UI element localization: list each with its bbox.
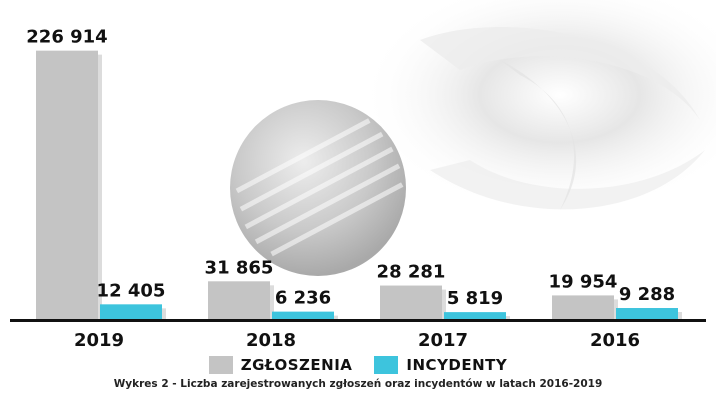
swirl-arc-decoration: [420, 26, 700, 121]
legend: ZGŁOSZENIA INCYDENTY: [0, 354, 716, 376]
binary-stripes-decoration: [235, 118, 404, 257]
x-tick-label-2017: 2017: [418, 330, 468, 351]
swirl-arc-decoration: [430, 150, 705, 210]
data-label-zgloszenia-2017: 28 281: [377, 262, 446, 283]
data-label-zgloszenia-2018: 31 865: [205, 257, 274, 278]
bar-zgloszenia-2019: [36, 50, 98, 319]
bar-zgloszenia-2016: [552, 295, 614, 319]
data-label-incydenty-2017: 5 819: [447, 288, 503, 309]
background-decoration: [230, 0, 716, 276]
x-tick-labels: 2019 2018 2017 2016: [74, 330, 640, 351]
legend-label-incydenty: INCYDENTY: [406, 356, 508, 374]
data-label-incydenty-2018: 6 236: [275, 288, 331, 309]
data-label-incydenty-2016: 9 288: [619, 284, 675, 305]
chart-caption: Wykres 2 - Liczba zarejestrowanych zgłos…: [113, 378, 603, 390]
bars-layer: [36, 50, 682, 319]
legend-item-zgloszenia: ZGŁOSZENIA: [208, 356, 353, 374]
bar-incydenty-2017: [444, 312, 506, 319]
bar-incydenty-2019: [100, 304, 162, 319]
x-tick-label-2019: 2019: [74, 330, 124, 351]
data-label-zgloszenia-2016: 19 954: [549, 271, 618, 292]
bar-zgloszenia-2017: [380, 285, 442, 319]
bar-zgloszenia-2018: [208, 281, 270, 319]
legend-swatch-zgloszenia: [208, 356, 233, 374]
legend-item-incydenty: INCYDENTY: [374, 356, 507, 374]
x-tick-label-2016: 2016: [590, 330, 640, 351]
x-tick-label-2018: 2018: [246, 330, 296, 351]
legend-label-zgloszenia: ZGŁOSZENIA: [240, 356, 353, 374]
data-label-zgloszenia-2019: 226 914: [26, 27, 107, 48]
bar-incydenty-2018: [272, 311, 334, 319]
legend-swatch-incydenty: [374, 356, 399, 374]
data-label-incydenty-2019: 12 405: [97, 280, 166, 301]
bar-incydenty-2016: [616, 308, 678, 319]
